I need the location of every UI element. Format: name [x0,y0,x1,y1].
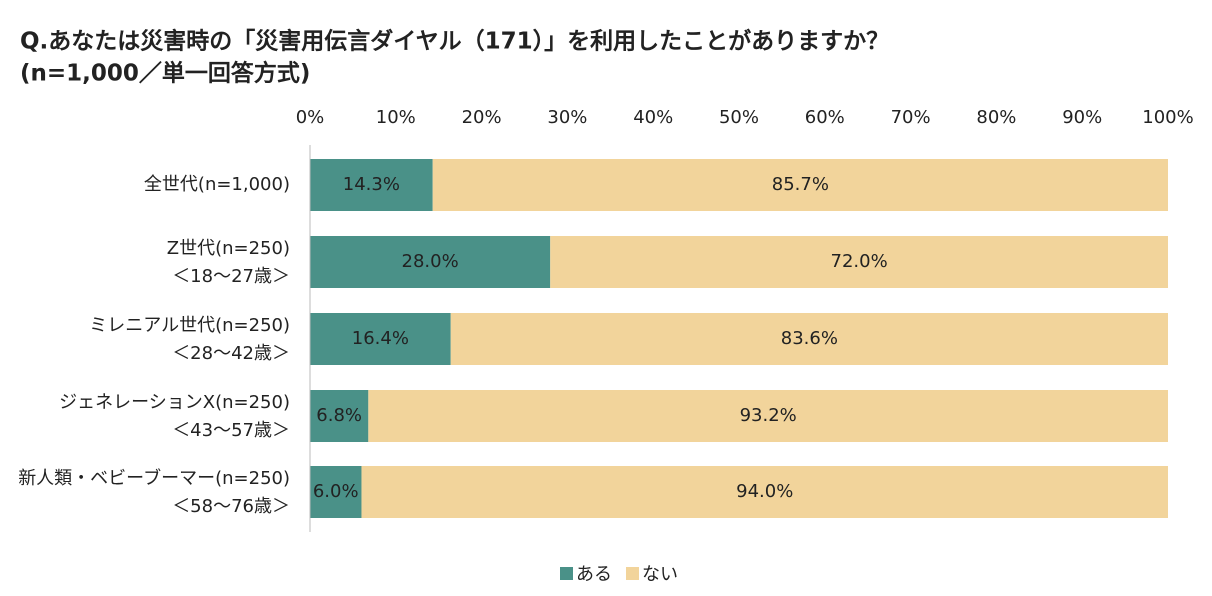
bar-segment [310,390,369,442]
data-label: 16.4% [352,328,409,349]
y-tick-label: 新人類・ベビーブーマー(n=250) [18,467,290,489]
bar-segment [310,313,451,365]
data-label: 28.0% [402,251,459,272]
data-label: 93.2% [740,405,797,426]
bar-segment [368,390,1168,442]
data-label: 6.0% [313,481,359,502]
bar-segment [550,236,1168,288]
chart-subtitle: (n=1,000／単一回答方式) [20,60,310,87]
y-tick-label: ミレニアル世代(n=250) [89,315,290,336]
data-label: 94.0% [736,481,793,502]
legend-swatch [626,567,639,580]
legend-label: ある [576,564,612,585]
x-tick-label: 70% [891,107,931,128]
bar-segment [361,466,1169,518]
y-tick-label: ジェネレーションX(n=250) [59,392,290,413]
x-tick-label: 10% [376,107,416,128]
x-tick-label: 100% [1142,107,1193,128]
y-tick-label: Z世代(n=250) [167,238,290,259]
chart-title: Q.あなたは災害時の「災害用伝言ダイヤル（171）」を利用したことがありますか？ [20,28,889,55]
bar-segment [450,313,1168,365]
x-tick-label: 40% [633,107,673,128]
bar-segment [310,466,362,518]
x-tick-label: 30% [547,107,587,128]
legend-swatch [560,567,573,580]
data-label: 72.0% [831,251,888,272]
legend-label: ない [642,564,678,585]
x-tick-label: 0% [296,107,325,128]
x-tick-label: 80% [976,107,1016,128]
data-label: 85.7% [772,174,829,195]
data-label: 14.3% [343,174,400,195]
x-tick-label: 60% [805,107,845,128]
y-tick-label: ＜18～27歳＞ [172,266,290,287]
data-label: 83.6% [781,328,838,349]
y-tick-label: ＜28～42歳＞ [172,343,290,364]
bar-segment [310,159,433,211]
data-label: 6.8% [316,405,362,426]
bar-segment [432,159,1169,211]
bar-segment [310,236,551,288]
y-tick-label: 全世代(n=1,000) [144,174,290,195]
x-tick-label: 50% [719,107,759,128]
x-tick-label: 90% [1062,107,1102,128]
x-tick-label: 20% [462,107,502,128]
y-tick-label: ＜43～57歳＞ [172,420,290,441]
y-tick-label: ＜58～76歳＞ [172,496,290,517]
